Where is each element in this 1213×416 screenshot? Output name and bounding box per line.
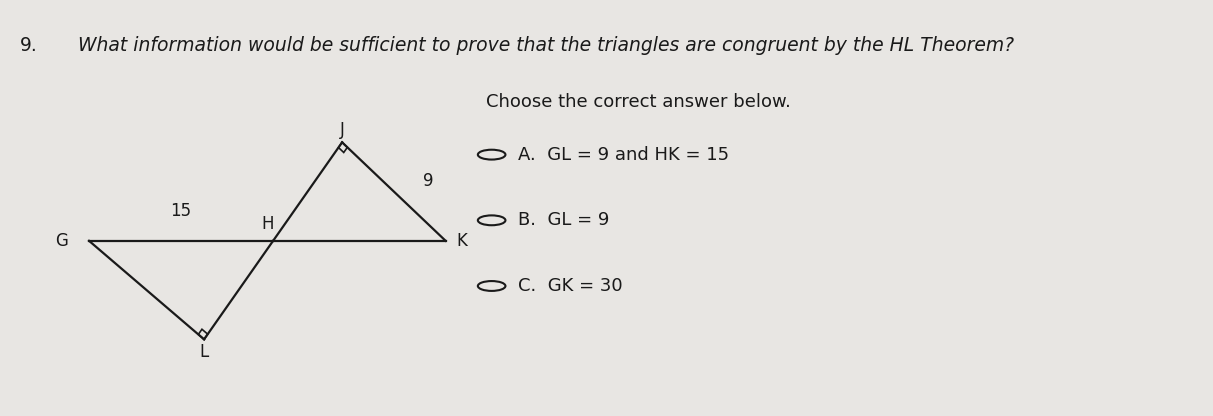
Text: L: L [199,343,209,361]
Text: B.  GL = 9: B. GL = 9 [518,211,609,229]
Text: J: J [340,121,344,139]
Text: 15: 15 [171,202,192,220]
Text: 9.: 9. [21,36,38,54]
Text: A.  GL = 9 and HK = 15: A. GL = 9 and HK = 15 [518,146,729,163]
Text: K: K [456,232,467,250]
Text: H: H [261,215,274,233]
Text: G: G [56,232,68,250]
Text: 9: 9 [422,172,433,191]
Text: Choose the correct answer below.: Choose the correct answer below. [486,93,791,111]
Text: C.  GK = 30: C. GK = 30 [518,277,622,295]
Text: What information would be sufficient to prove that the triangles are congruent b: What information would be sufficient to … [78,36,1014,54]
